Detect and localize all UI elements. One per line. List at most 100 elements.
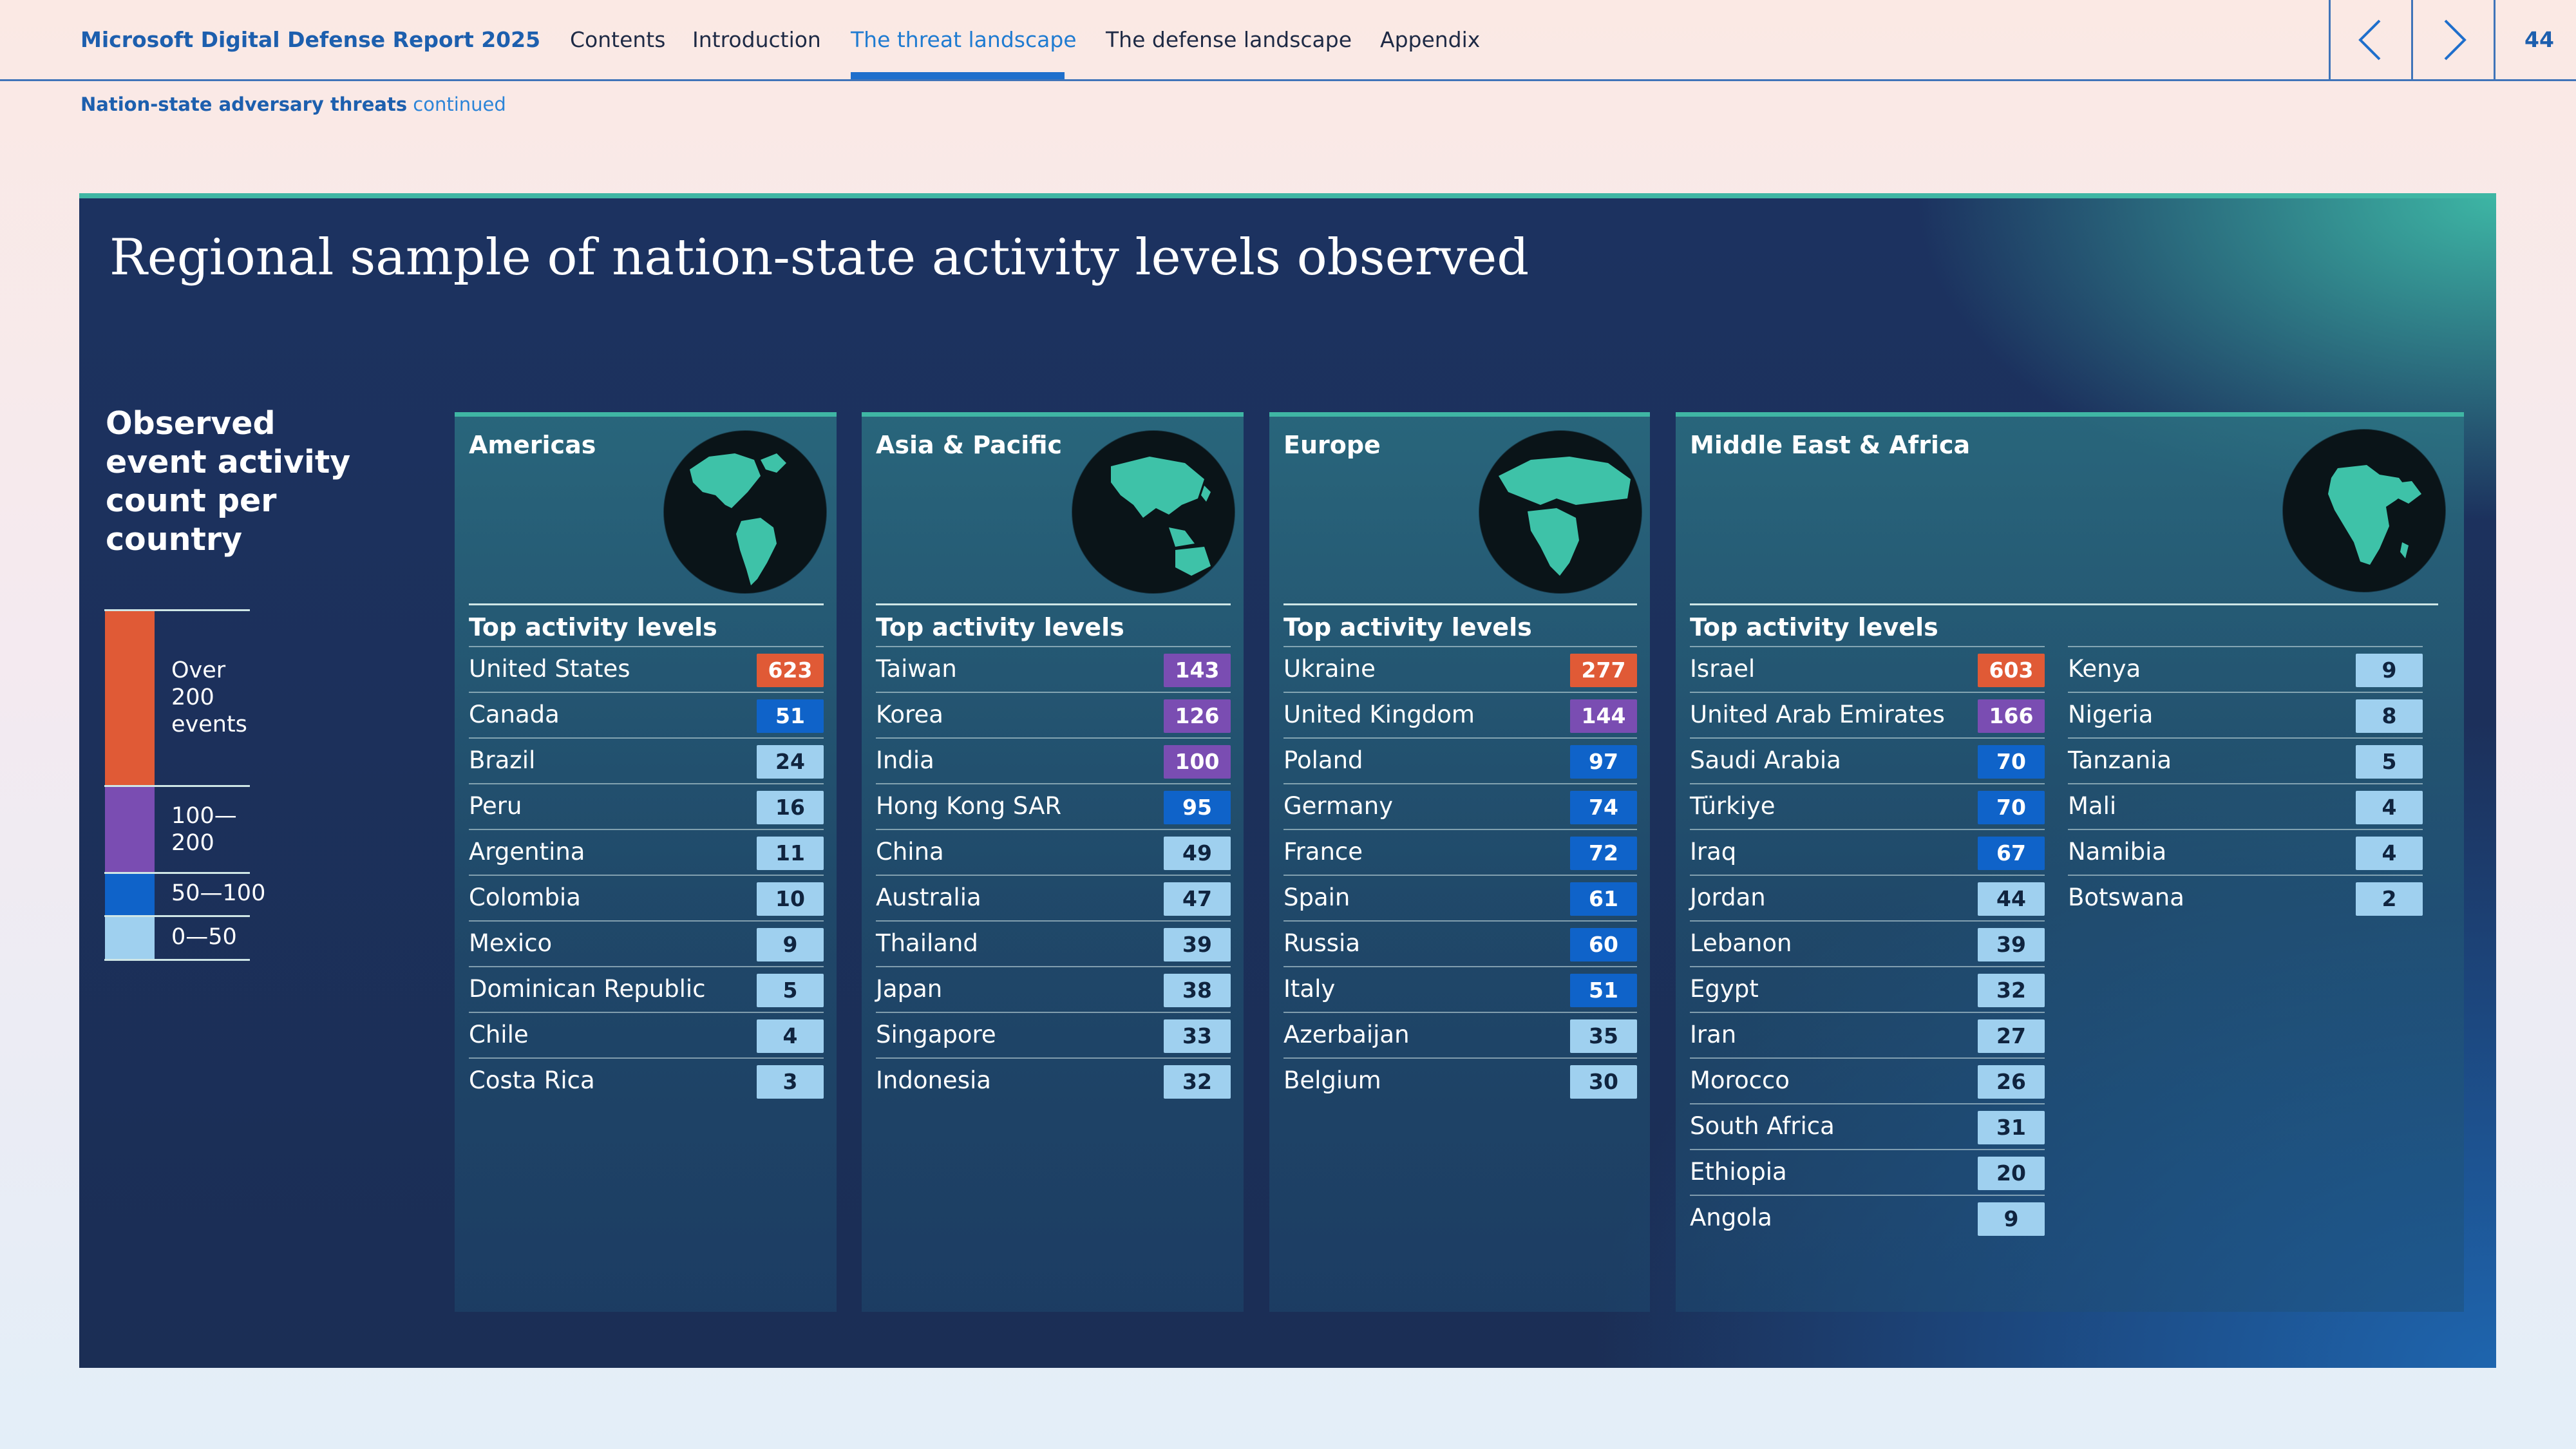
- country-name: Thailand: [876, 929, 978, 957]
- country-row-south-africa: South Africa 31: [1690, 1103, 2045, 1149]
- country-row-namibia: Namibia 4: [2068, 829, 2423, 875]
- country-row-saudi-arabia: Saudi Arabia 70: [1690, 737, 2045, 783]
- activity-count-badge: 10: [757, 882, 824, 916]
- country-name: Germany: [1283, 792, 1394, 820]
- activity-count-badge: 67: [1978, 837, 2045, 870]
- country-name: Egypt: [1690, 975, 1759, 1003]
- country-name: Türkiye: [1690, 792, 1776, 820]
- country-row-belgium: Belgium 30: [1283, 1057, 1637, 1103]
- country-row-ethiopia: Ethiopia 20: [1690, 1149, 2045, 1195]
- country-row-lebanon: Lebanon 39: [1690, 920, 2045, 966]
- legend-label-0-50: 0—50: [171, 924, 237, 950]
- card-divider: [1690, 603, 2438, 605]
- country-name: United Kingdom: [1283, 701, 1475, 728]
- activity-count-badge: 44: [1978, 882, 2045, 916]
- country-row-canada: Canada 51: [469, 692, 824, 737]
- breadcrumb-section[interactable]: Nation-state adversary threats: [80, 93, 408, 115]
- country-name: Saudi Arabia: [1690, 746, 1841, 774]
- activity-count-badge: 47: [1164, 882, 1231, 916]
- activity-count-badge: 100: [1164, 745, 1231, 779]
- activity-count-badge: 26: [1978, 1065, 2045, 1099]
- country-row-israel: Israel 603: [1690, 646, 2045, 692]
- activity-count-badge: 49: [1164, 837, 1231, 870]
- country-row-kenya: Kenya 9: [2068, 646, 2423, 692]
- country-name: Mexico: [469, 929, 553, 957]
- country-name: Italy: [1283, 975, 1336, 1003]
- country-name: Chile: [469, 1021, 529, 1048]
- card-divider: [1283, 603, 1637, 605]
- activity-count-badge: 2: [2356, 882, 2423, 916]
- country-name: Morocco: [1690, 1066, 1790, 1094]
- country-row-united-kingdom: United Kingdom 144: [1283, 692, 1637, 737]
- country-row-tanzania: Tanzania 5: [2068, 737, 2423, 783]
- country-name: Dominican Republic: [469, 975, 706, 1003]
- country-name: Peru: [469, 792, 522, 820]
- nav-introduction[interactable]: Introduction: [692, 27, 821, 52]
- legend-title: Observed event activity count per countr…: [106, 405, 351, 558]
- activity-count-badge: 9: [1978, 1202, 2045, 1236]
- country-row-india: India 100: [876, 737, 1231, 783]
- activity-count-badge: 20: [1978, 1157, 2045, 1190]
- legend-divider: [104, 872, 250, 874]
- activity-count-badge: 74: [1570, 791, 1637, 824]
- legend-label-100-200: 100—200: [171, 803, 237, 856]
- activity-count-badge: 16: [757, 791, 824, 824]
- activity-count-badge: 70: [1978, 745, 2045, 779]
- activity-count-badge: 32: [1978, 974, 2045, 1007]
- activity-count-badge: 30: [1570, 1065, 1637, 1099]
- country-row-united-arab-emirates: United Arab Emirates 166: [1690, 692, 2045, 737]
- activity-count-badge: 61: [1570, 882, 1637, 916]
- report-title[interactable]: Microsoft Digital Defense Report 2025: [80, 27, 541, 52]
- country-row-dominican-republic: Dominican Republic 5: [469, 966, 824, 1012]
- legend-swatch-100-200: [105, 787, 155, 873]
- activity-count-badge: 72: [1570, 837, 1637, 870]
- activity-count-badge: 39: [1978, 928, 2045, 961]
- activity-count-badge: 39: [1164, 928, 1231, 961]
- top-activity-heading: Top activity levels: [1283, 613, 1532, 641]
- country-name: Colombia: [469, 884, 581, 911]
- country-name: China: [876, 838, 944, 866]
- breadcrumb-suffix: continued: [413, 93, 506, 115]
- legend-divider: [104, 609, 250, 611]
- activity-count-badge: 24: [757, 745, 824, 779]
- activity-count-badge: 70: [1978, 791, 2045, 824]
- activity-count-badge: 8: [2356, 699, 2423, 733]
- nav-contents[interactable]: Contents: [570, 27, 666, 52]
- activity-count-badge: 277: [1570, 654, 1637, 687]
- legend-divider: [104, 785, 250, 787]
- breadcrumb: Nation-state adversary threats continued: [80, 93, 506, 115]
- activity-count-badge: 27: [1978, 1019, 2045, 1053]
- country-row-costa-rica: Costa Rica 3: [469, 1057, 824, 1103]
- country-name: Israel: [1690, 655, 1756, 683]
- page-title: Regional sample of nation-state activity…: [109, 229, 1530, 287]
- activity-count-badge: 51: [1570, 974, 1637, 1007]
- previous-page-button[interactable]: [2329, 0, 2410, 79]
- card-divider: [876, 603, 1231, 605]
- country-row-indonesia: Indonesia 32: [876, 1057, 1231, 1103]
- nav-appendix[interactable]: Appendix: [1380, 27, 1481, 52]
- country-name: Kenya: [2068, 655, 2141, 683]
- activity-count-badge: 31: [1978, 1111, 2045, 1144]
- country-name: Ethiopia: [1690, 1158, 1787, 1186]
- activity-count-badge: 126: [1164, 699, 1231, 733]
- country-row-united-states: United States 623: [469, 646, 824, 692]
- activity-count-badge: 4: [2356, 791, 2423, 824]
- country-row-hong-kong-sar: Hong Kong SAR 95: [876, 783, 1231, 829]
- nav-defense-landscape[interactable]: The defense landscape: [1106, 27, 1352, 52]
- country-name: Hong Kong SAR: [876, 792, 1062, 820]
- activity-count-badge: 623: [757, 654, 824, 687]
- country-row-china: China 49: [876, 829, 1231, 875]
- activity-count-badge: 603: [1978, 654, 2045, 687]
- country-name: Botswana: [2068, 884, 2184, 911]
- activity-count-badge: 144: [1570, 699, 1637, 733]
- next-page-button[interactable]: [2411, 0, 2492, 79]
- legend-label-over-200: Over 200 events: [171, 658, 247, 737]
- country-name: Spain: [1283, 884, 1350, 911]
- region-card-americas: Americas Top activity levels United Stat…: [455, 412, 837, 1312]
- nav-threat-landscape[interactable]: The threat landscape: [851, 27, 1077, 52]
- country-row-egypt: Egypt 32: [1690, 966, 2045, 1012]
- region-card-asia-pacific: Asia & Pacific Top activity levels Taiwa…: [862, 412, 1244, 1312]
- country-row-russia: Russia 60: [1283, 920, 1637, 966]
- country-name: Japan: [876, 975, 943, 1003]
- activity-count-badge: 5: [2356, 745, 2423, 779]
